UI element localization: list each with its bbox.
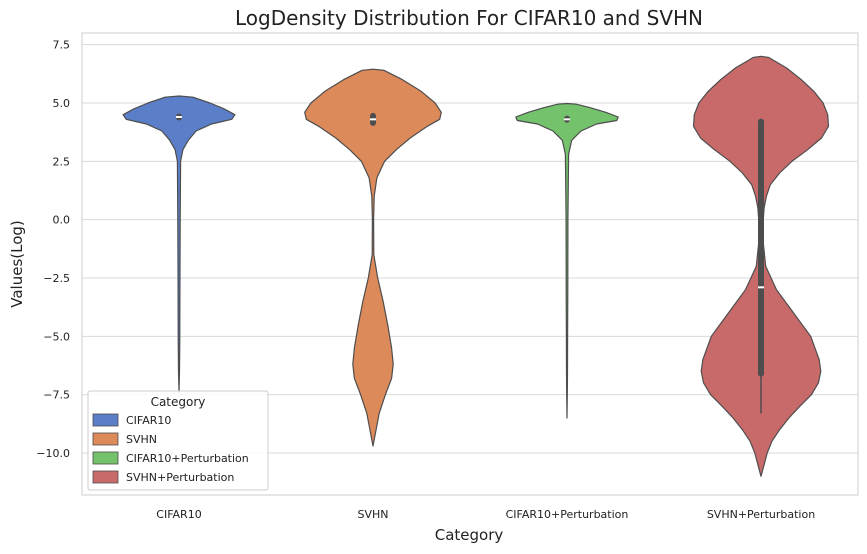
x-tick-label: CIFAR10+Perturbation [506,508,629,521]
legend-swatch [92,470,119,484]
legend-title: Category [151,395,206,409]
legend-label: SVHN+Perturbation [126,471,234,484]
legend-swatch [92,451,119,465]
median-marker [370,118,376,121]
x-tick-label: CIFAR10 [156,508,201,521]
violins [122,55,830,477]
chart-title: LogDensity Distribution For CIFAR10 and … [235,6,703,30]
violin-svhn [304,68,442,447]
median-marker [758,286,764,289]
x-tick-labels: CIFAR10 SVHN CIFAR10+Perturbation SVHN+Pert… [156,508,815,521]
x-tick-label: SVHN [357,508,388,521]
y-tick-label: −10.0 [36,447,70,460]
legend-label: CIFAR10 [126,414,171,427]
x-axis-title: Category [435,526,504,544]
y-tick-label: −7.5 [43,389,70,402]
y-tick-label: 0.0 [53,214,71,227]
y-tick-label: 7.5 [53,39,71,52]
median-marker [564,118,570,121]
y-tick-label: 2.5 [53,155,71,168]
legend-swatch [92,413,119,427]
legend-swatch [92,432,119,446]
y-axis-title: Values(Log) [8,220,26,308]
legend-label: SVHN [126,433,157,446]
x-tick-label: SVHN+Perturbation [707,508,815,521]
legend-label: CIFAR10+Perturbation [126,452,249,465]
legend-frame [87,390,269,491]
legend-items: CIFAR10 SVHN CIFAR10+Perturbation SVHN+Pert… [92,413,249,484]
y-tick-label: −5.0 [43,330,70,343]
y-tick-label: 5.0 [53,97,71,110]
y-tick-labels: 7.5 5.0 2.5 0.0 −2.5 −5.0 −7.5 −10.0 [36,39,70,460]
y-tick-label: −2.5 [43,272,70,285]
legend: Category CIFAR10 SVHN CIFAR10+Perturbation… [87,390,269,491]
median-marker [176,116,182,118]
violin-cifar10-perturbation [515,102,619,419]
